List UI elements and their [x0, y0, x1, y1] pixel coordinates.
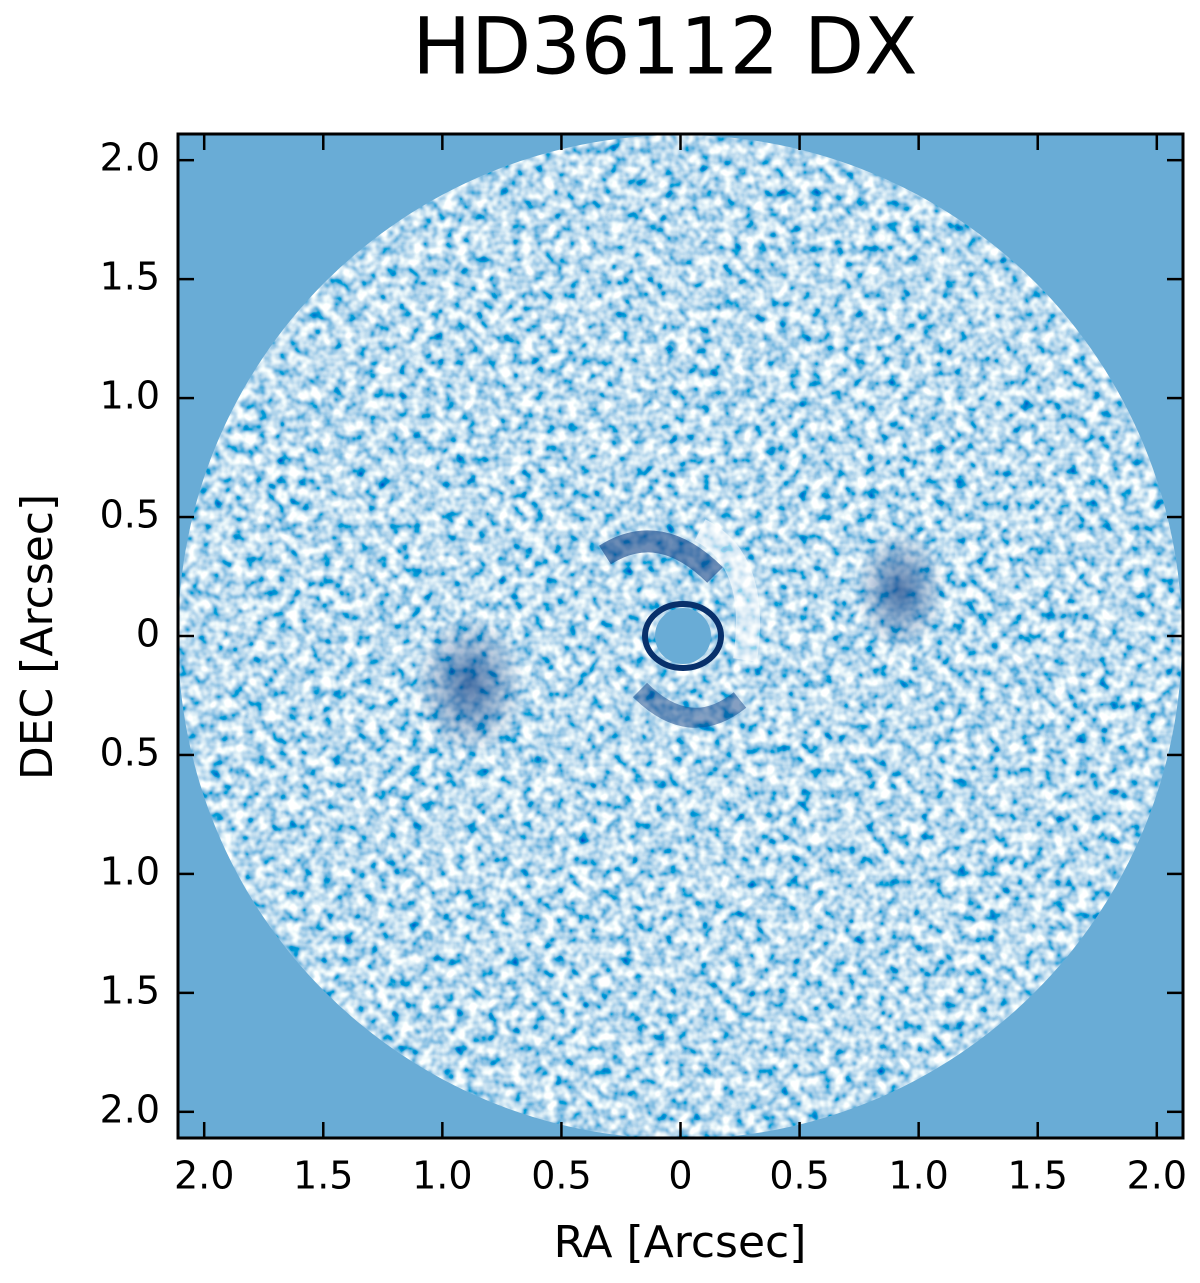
y-tick-label: 1.5 — [100, 255, 160, 299]
x-tick-label: 1.0 — [412, 1154, 472, 1198]
image — [178, 134, 1183, 1138]
y-tick-label: 0.5 — [100, 730, 160, 774]
y-tick-label: 1.5 — [100, 968, 160, 1012]
x-tick-label: 2.0 — [174, 1154, 234, 1198]
x-tick-label: 2.0 — [1127, 1154, 1187, 1198]
x-tick-label: 1.5 — [1008, 1154, 1068, 1198]
x-tick-label: 0.5 — [769, 1154, 829, 1198]
y-tick-label: 2.0 — [100, 136, 160, 180]
chart-title: HD36112 DX — [412, 2, 917, 92]
y-tick-label: 1.0 — [100, 374, 160, 418]
y-tick-label: 0 — [136, 612, 160, 656]
y-tick-label: 2.0 — [100, 1087, 160, 1131]
x-axis-label: RA [Arcsec] — [554, 1217, 807, 1268]
x-tick-label: 1.0 — [888, 1154, 948, 1198]
y-tick-label: 1.0 — [100, 849, 160, 893]
x-tick-label: 0 — [668, 1154, 692, 1198]
y-tick-label: 0.5 — [100, 493, 160, 537]
y-axis-label: DEC [Arcsec] — [12, 494, 63, 780]
x-tick-label: 1.5 — [293, 1154, 353, 1198]
x-tick-label: 0.5 — [531, 1154, 591, 1198]
